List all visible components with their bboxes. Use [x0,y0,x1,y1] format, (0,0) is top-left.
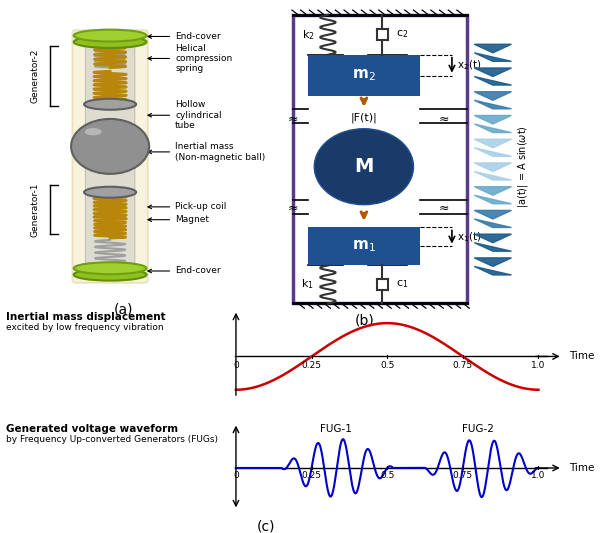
Ellipse shape [74,269,146,280]
Polygon shape [474,139,511,148]
Text: m$_1$: m$_1$ [352,239,376,254]
Text: $\approx$: $\approx$ [285,112,299,125]
Text: (a): (a) [113,302,133,316]
Polygon shape [474,44,511,53]
Polygon shape [474,234,511,243]
Text: k$_1$: k$_1$ [301,278,314,292]
Text: Helical
compression
spring: Helical compression spring [148,44,232,74]
Text: 0: 0 [233,472,239,480]
Ellipse shape [74,36,146,48]
FancyBboxPatch shape [85,37,135,276]
Text: |F(t)|: |F(t)| [350,227,378,237]
Text: |a(t)| = A sin($\omega$t): |a(t)| = A sin($\omega$t) [515,125,529,208]
Text: k$_2$: k$_2$ [301,28,314,42]
Polygon shape [474,163,511,172]
Text: |F(t)|: |F(t)| [350,112,378,123]
Text: 1.0: 1.0 [531,361,546,370]
Ellipse shape [84,99,136,110]
Text: End-cover: End-cover [148,32,221,41]
Text: 0.25: 0.25 [301,361,322,370]
Text: Generated voltage waveform: Generated voltage waveform [6,424,178,434]
Text: Time: Time [569,463,594,473]
Circle shape [71,119,149,174]
Text: $\approx$: $\approx$ [285,200,299,214]
Polygon shape [474,219,511,228]
Text: m$_2$: m$_2$ [352,68,376,84]
Text: $\approx$: $\approx$ [436,112,450,125]
Text: excited by low frequency vibration: excited by low frequency vibration [6,324,164,332]
Text: Generator-1: Generator-1 [30,182,39,237]
Polygon shape [474,77,511,85]
Text: x$_1$(t): x$_1$(t) [457,230,482,244]
FancyBboxPatch shape [308,228,420,265]
Polygon shape [474,266,511,275]
Circle shape [314,129,413,205]
Ellipse shape [84,187,136,198]
Text: c$_1$: c$_1$ [396,279,408,290]
Polygon shape [474,258,511,266]
Text: FUG-1: FUG-1 [320,424,352,434]
Text: M: M [354,157,373,176]
Text: Magnet: Magnet [148,215,209,224]
Ellipse shape [85,128,102,135]
Text: Hollow
cylindrical
tube: Hollow cylindrical tube [148,100,222,130]
Text: (b): (b) [355,313,375,327]
Polygon shape [474,172,511,180]
Polygon shape [474,187,511,195]
Text: Pick-up coil: Pick-up coil [148,203,226,212]
Polygon shape [474,100,511,109]
Text: Generator-2: Generator-2 [30,49,39,103]
Text: 0.75: 0.75 [453,472,473,480]
Text: FUG-2: FUG-2 [462,424,494,434]
Text: (c): (c) [257,519,275,533]
FancyBboxPatch shape [308,55,420,96]
Text: 0.5: 0.5 [380,361,394,370]
Text: Time: Time [569,351,594,361]
Polygon shape [474,195,511,204]
Polygon shape [474,148,511,156]
Ellipse shape [74,30,146,42]
Text: x$_2$(t): x$_2$(t) [457,58,482,72]
Polygon shape [474,243,511,251]
Text: End-cover: End-cover [148,266,221,276]
Text: 1.0: 1.0 [531,472,546,480]
Polygon shape [474,53,511,61]
FancyBboxPatch shape [73,30,148,283]
Text: Inertial mass displacement: Inertial mass displacement [6,312,166,322]
Text: by Frequency Up-converted Generators (FUGs): by Frequency Up-converted Generators (FU… [6,435,218,444]
Polygon shape [474,124,511,133]
Text: 0.25: 0.25 [301,472,322,480]
Polygon shape [474,116,511,124]
Text: 0.5: 0.5 [380,472,394,480]
Ellipse shape [74,262,146,274]
Polygon shape [474,68,511,77]
Polygon shape [474,211,511,219]
Text: 0.75: 0.75 [453,361,473,370]
Text: c$_2$: c$_2$ [396,28,408,40]
Polygon shape [474,92,511,100]
Text: Inertial mass
(Non-magnetic ball): Inertial mass (Non-magnetic ball) [148,142,266,161]
Text: 0: 0 [233,361,239,370]
Text: $\approx$: $\approx$ [436,200,450,214]
